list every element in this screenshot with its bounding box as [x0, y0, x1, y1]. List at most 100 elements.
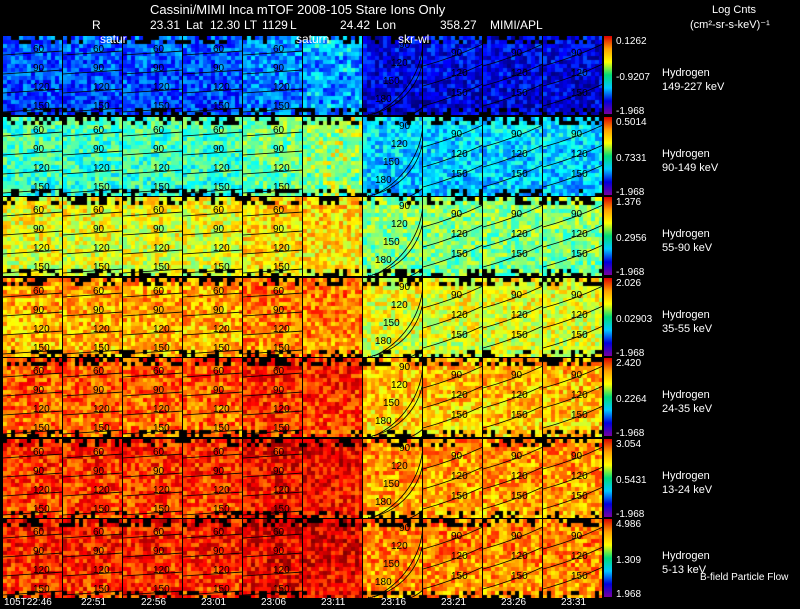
contour-label: 90 — [399, 523, 411, 534]
contour-label: 90 — [153, 466, 165, 477]
image-cell: 60 90 120 150 — [63, 116, 122, 196]
image-cell: 60 90 120 150 — [183, 519, 242, 598]
colorbar-mid-value: 0.02903 — [616, 313, 653, 325]
contour-line — [483, 245, 542, 268]
contour-overlay: 90 120 150 — [543, 124, 602, 187]
contour-overlay: 90 120 150 — [423, 527, 482, 590]
contour-line — [3, 510, 62, 515]
contour-label: 120 — [153, 163, 170, 174]
contour-label: 60 — [213, 527, 225, 538]
image-cell: 90 120 150 — [483, 36, 542, 115]
contour-line — [123, 552, 182, 558]
channel-label: Hydrogen 149-227 keV — [662, 66, 724, 94]
contour-label: 120 — [511, 68, 528, 79]
contour-overlay: 60 90 120 150 — [63, 366, 122, 435]
contour-label: 120 — [451, 229, 468, 240]
image-cell: 90 120 150 — [423, 438, 482, 518]
contour-line — [63, 510, 122, 515]
contour-label: 120 — [571, 68, 588, 79]
contour-line — [63, 453, 122, 458]
contour-line — [63, 552, 122, 558]
contour-overlay — [303, 36, 362, 115]
image-cell: 60 90 120 150 — [183, 277, 242, 357]
contour-label: 90 — [273, 144, 285, 155]
contour-label: 150 — [451, 330, 468, 341]
channel-species: Hydrogen — [662, 147, 710, 160]
contour-label: 150 — [571, 88, 588, 99]
image-cell — [303, 36, 362, 115]
image-cell-pixels — [3, 519, 62, 598]
contour-label: 120 — [273, 404, 290, 415]
contour-line — [423, 44, 482, 67]
contour-line — [543, 124, 602, 147]
contour-label: 150 — [511, 491, 528, 502]
contour-label: 90 — [399, 443, 411, 454]
contour-line — [243, 249, 302, 255]
contour-overlay: 90 120 150 — [483, 527, 542, 590]
channel-species: Hydrogen — [662, 67, 710, 79]
contour-label: 120 — [391, 219, 408, 230]
contour-label: 120 — [33, 485, 50, 496]
contour-label: 90 — [33, 224, 45, 235]
image-cell-pixels — [243, 116, 302, 196]
contour-line — [373, 370, 422, 437]
contour-line — [543, 325, 602, 348]
time-tick-label: 23:11 — [321, 597, 346, 608]
image-cell: 90 120 150 — [423, 358, 482, 437]
contour-overlay: 60 90 120 150 — [123, 44, 182, 113]
channel-energy: 13-24 keV — [662, 483, 713, 496]
contour-line — [423, 305, 482, 328]
contour-label: 120 — [93, 404, 110, 415]
contour-line — [123, 292, 182, 297]
image-cell-pixels — [63, 36, 122, 115]
image-cell: 90 120 150 — [483, 519, 542, 598]
contour-label: 120 — [571, 149, 588, 160]
colorbar-max-value: 0.5014 — [616, 116, 647, 128]
contour-label: 90 — [273, 63, 285, 74]
contour-line — [183, 249, 242, 255]
contour-line — [3, 491, 62, 496]
image-cell: 60 90 120 150 — [63, 36, 122, 115]
contour-label: 120 — [153, 82, 170, 93]
contour-line — [423, 366, 482, 389]
contour-overlay: 90 120 150 — [483, 124, 542, 187]
contour-line — [3, 107, 62, 113]
contour-overlay: 60 90 120 150 — [63, 527, 122, 596]
contour-overlay: 90 120 150 — [483, 446, 542, 509]
contour-line — [3, 211, 62, 217]
contour-label: 90 — [451, 370, 463, 381]
image-cell: 90 120 150 — [483, 277, 542, 357]
contour-label: 60 — [213, 125, 225, 136]
contour-line — [123, 211, 182, 217]
image-cell: 90 120 150 180 — [363, 438, 422, 518]
contour-label: 150 — [571, 330, 588, 341]
contour-line — [3, 410, 62, 416]
colorbar-mid-value: 0.5431 — [616, 474, 647, 486]
contour-line — [63, 292, 122, 297]
contour-label: 120 — [511, 310, 528, 321]
time-tick-label: 23:21 — [441, 597, 467, 608]
contour-overlay: 60 90 120 150 — [63, 286, 122, 354]
contour-line — [3, 552, 62, 558]
image-cell: 90 120 150 — [423, 116, 482, 196]
colorbar-max-value: 2.026 — [616, 277, 642, 289]
contour-label: 90 — [33, 385, 45, 396]
contour-overlay: 60 90 120 150 — [243, 44, 302, 113]
colorbar-max-value: 3.054 — [616, 438, 642, 450]
contour-line — [63, 311, 122, 316]
contour-line — [3, 429, 62, 435]
contour-label: 90 — [93, 224, 105, 235]
contour-overlay: 60 90 120 150 — [3, 527, 62, 596]
contour-line — [3, 50, 62, 56]
contour-label: 120 — [391, 58, 408, 69]
contour-line — [243, 268, 302, 274]
contour-line — [373, 209, 422, 276]
contour-label: 120 — [273, 485, 290, 496]
contour-line — [373, 289, 422, 356]
contour-label: 90 — [153, 144, 165, 155]
image-cell: 60 90 120 150 — [243, 519, 302, 598]
image-cell-pixels — [243, 277, 302, 357]
contour-line — [123, 69, 182, 75]
contour-overlay — [303, 439, 362, 518]
contour-label: 90 — [93, 546, 105, 557]
